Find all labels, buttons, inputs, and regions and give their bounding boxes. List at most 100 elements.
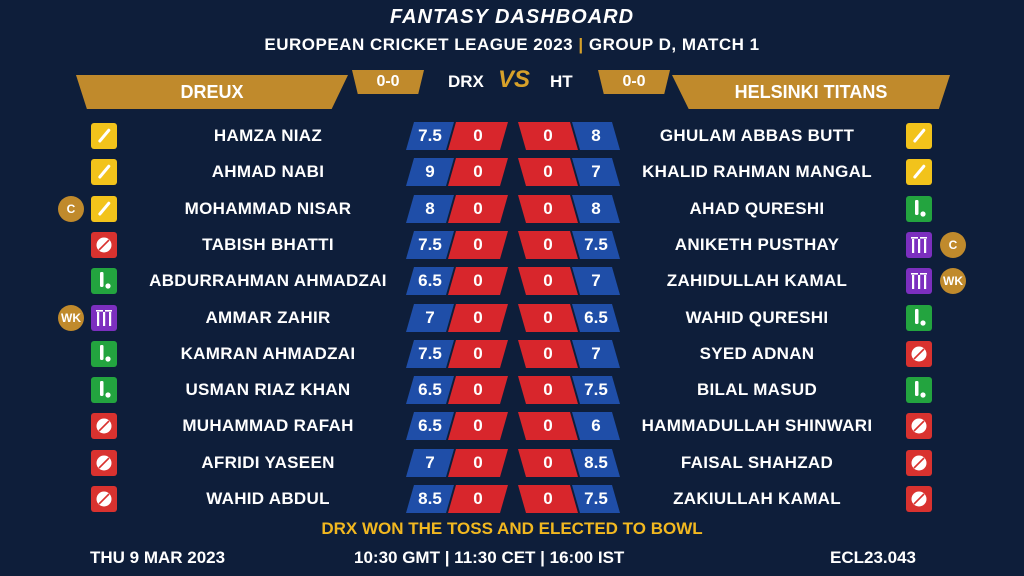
ball-icon — [91, 413, 117, 439]
left-player-name: WAHID ABDUL — [206, 489, 330, 508]
left-player-credit: 6.5 — [406, 267, 454, 295]
right-player-points: 0 — [518, 449, 578, 477]
allrounder-icon — [906, 196, 932, 222]
wicket-icon — [906, 232, 932, 258]
left-player-name: ABDURRAHMAN AHMADZAI — [149, 271, 387, 290]
allrounder-icon — [91, 377, 117, 403]
left-player-name: TABISH BHATTI — [202, 235, 334, 254]
dashboard-title: FANTASY DASHBOARD — [389, 6, 635, 28]
match-date: THU 9 MAR 2023 — [90, 548, 226, 567]
right-player-name: HAMMADULLAH SHINWARI — [641, 416, 873, 435]
bat-icon — [906, 123, 932, 149]
match-time: 10:30 GMT | 11:30 CET | 16:00 IST — [354, 548, 625, 567]
toss-result: DRX WON THE TOSS AND ELECTED TO BOWL — [321, 519, 703, 538]
right-player-points: 0 — [518, 485, 578, 513]
bat-icon — [91, 159, 117, 185]
allrounder-icon — [91, 341, 117, 367]
right-player-points: 0 — [518, 231, 578, 259]
right-player-badge: WK — [940, 268, 966, 294]
left-player-points: 0 — [448, 485, 508, 513]
left-player-credit: 9 — [406, 158, 454, 186]
right-player-points: 0 — [518, 412, 578, 440]
right-player-name: BILAL MASUD — [696, 380, 818, 399]
right-player-badge: C — [940, 232, 966, 258]
right-player-name: ANIKETH PUSTHAY — [674, 235, 840, 254]
right-player-credit: 6 — [572, 412, 620, 440]
ball-icon — [91, 450, 117, 476]
left-player-credit: 7 — [406, 449, 454, 477]
right-player-credit: 7.5 — [572, 485, 620, 513]
match-code: ECL23.043 — [830, 548, 916, 567]
bat-icon — [906, 159, 932, 185]
left-player-points: 0 — [448, 449, 508, 477]
right-player-credit: 8 — [572, 195, 620, 223]
left-player-credit: 7.5 — [406, 231, 454, 259]
right-player-points: 0 — [518, 376, 578, 404]
subtitle-separator: | — [578, 35, 584, 54]
right-player-credit: 7 — [572, 267, 620, 295]
left-player-points: 0 — [448, 267, 508, 295]
allrounder-icon — [906, 377, 932, 403]
right-player-credit: 7.5 — [572, 231, 620, 259]
left-player-points: 0 — [448, 158, 508, 186]
right-team-banner: HELSINKI TITANS — [672, 75, 950, 109]
right-player-name: AHAD QURESHI — [689, 199, 825, 218]
left-player-credit: 7 — [406, 304, 454, 332]
left-player-name: KAMRAN AHMADZAI — [180, 344, 356, 363]
allrounder-icon — [91, 268, 117, 294]
right-player-credit: 7.5 — [572, 376, 620, 404]
right-player-name: KHALID RAHMAN MANGAL — [642, 162, 872, 181]
left-player-points: 0 — [448, 195, 508, 223]
left-player-name: AHMAD NABI — [211, 162, 325, 181]
ball-icon — [906, 450, 932, 476]
left-player-name: AFRIDI YASEEN — [201, 453, 335, 472]
left-player-points: 0 — [448, 122, 508, 150]
right-team-score: 0-0 — [598, 70, 670, 94]
left-team-score: 0-0 — [352, 70, 424, 94]
left-player-points: 0 — [448, 304, 508, 332]
left-team-banner: DREUX — [76, 75, 348, 109]
ball-icon — [906, 341, 932, 367]
ball-icon — [906, 486, 932, 512]
left-player-badge: WK — [58, 305, 84, 331]
left-player-credit: 7.5 — [406, 340, 454, 368]
left-player-name: AMMAR ZAHIR — [205, 308, 331, 327]
right-team-abbr: HT — [550, 72, 573, 91]
right-player-name: FAISAL SHAHZAD — [680, 453, 834, 472]
right-player-credit: 8.5 — [572, 449, 620, 477]
left-player-name: HAMZA NIAZ — [213, 126, 323, 145]
left-player-points: 0 — [448, 340, 508, 368]
wicket-icon — [906, 268, 932, 294]
ball-icon — [906, 413, 932, 439]
match-subtitle: EUROPEAN CRICKET LEAGUE 2023 | GROUP D, … — [0, 35, 1024, 55]
league-name: EUROPEAN CRICKET LEAGUE 2023 — [264, 35, 574, 54]
bat-icon — [91, 123, 117, 149]
right-player-credit: 8 — [572, 122, 620, 150]
ball-icon — [91, 232, 117, 258]
left-team-abbr: DRX — [448, 72, 484, 91]
left-player-credit: 6.5 — [406, 376, 454, 404]
left-player-credit: 8.5 — [406, 485, 454, 513]
right-player-credit: 6.5 — [572, 304, 620, 332]
left-player-name: USMAN RIAZ KHAN — [185, 380, 351, 399]
left-player-points: 0 — [448, 376, 508, 404]
right-player-points: 0 — [518, 195, 578, 223]
right-player-points: 0 — [518, 340, 578, 368]
right-player-name: ZAKIULLAH KAMAL — [673, 489, 841, 508]
right-player-points: 0 — [518, 158, 578, 186]
right-player-points: 0 — [518, 304, 578, 332]
right-player-points: 0 — [518, 122, 578, 150]
right-player-credit: 7 — [572, 158, 620, 186]
left-player-credit: 7.5 — [406, 122, 454, 150]
left-player-name: MUHAMMAD RAFAH — [182, 416, 354, 435]
ball-icon — [91, 486, 117, 512]
bat-icon — [91, 196, 117, 222]
wicket-icon — [91, 305, 117, 331]
left-player-credit: 6.5 — [406, 412, 454, 440]
left-player-credit: 8 — [406, 195, 454, 223]
left-player-badge: C — [58, 196, 84, 222]
right-player-name: SYED ADNAN — [699, 344, 815, 363]
left-player-points: 0 — [448, 231, 508, 259]
right-player-points: 0 — [518, 267, 578, 295]
left-player-points: 0 — [448, 412, 508, 440]
